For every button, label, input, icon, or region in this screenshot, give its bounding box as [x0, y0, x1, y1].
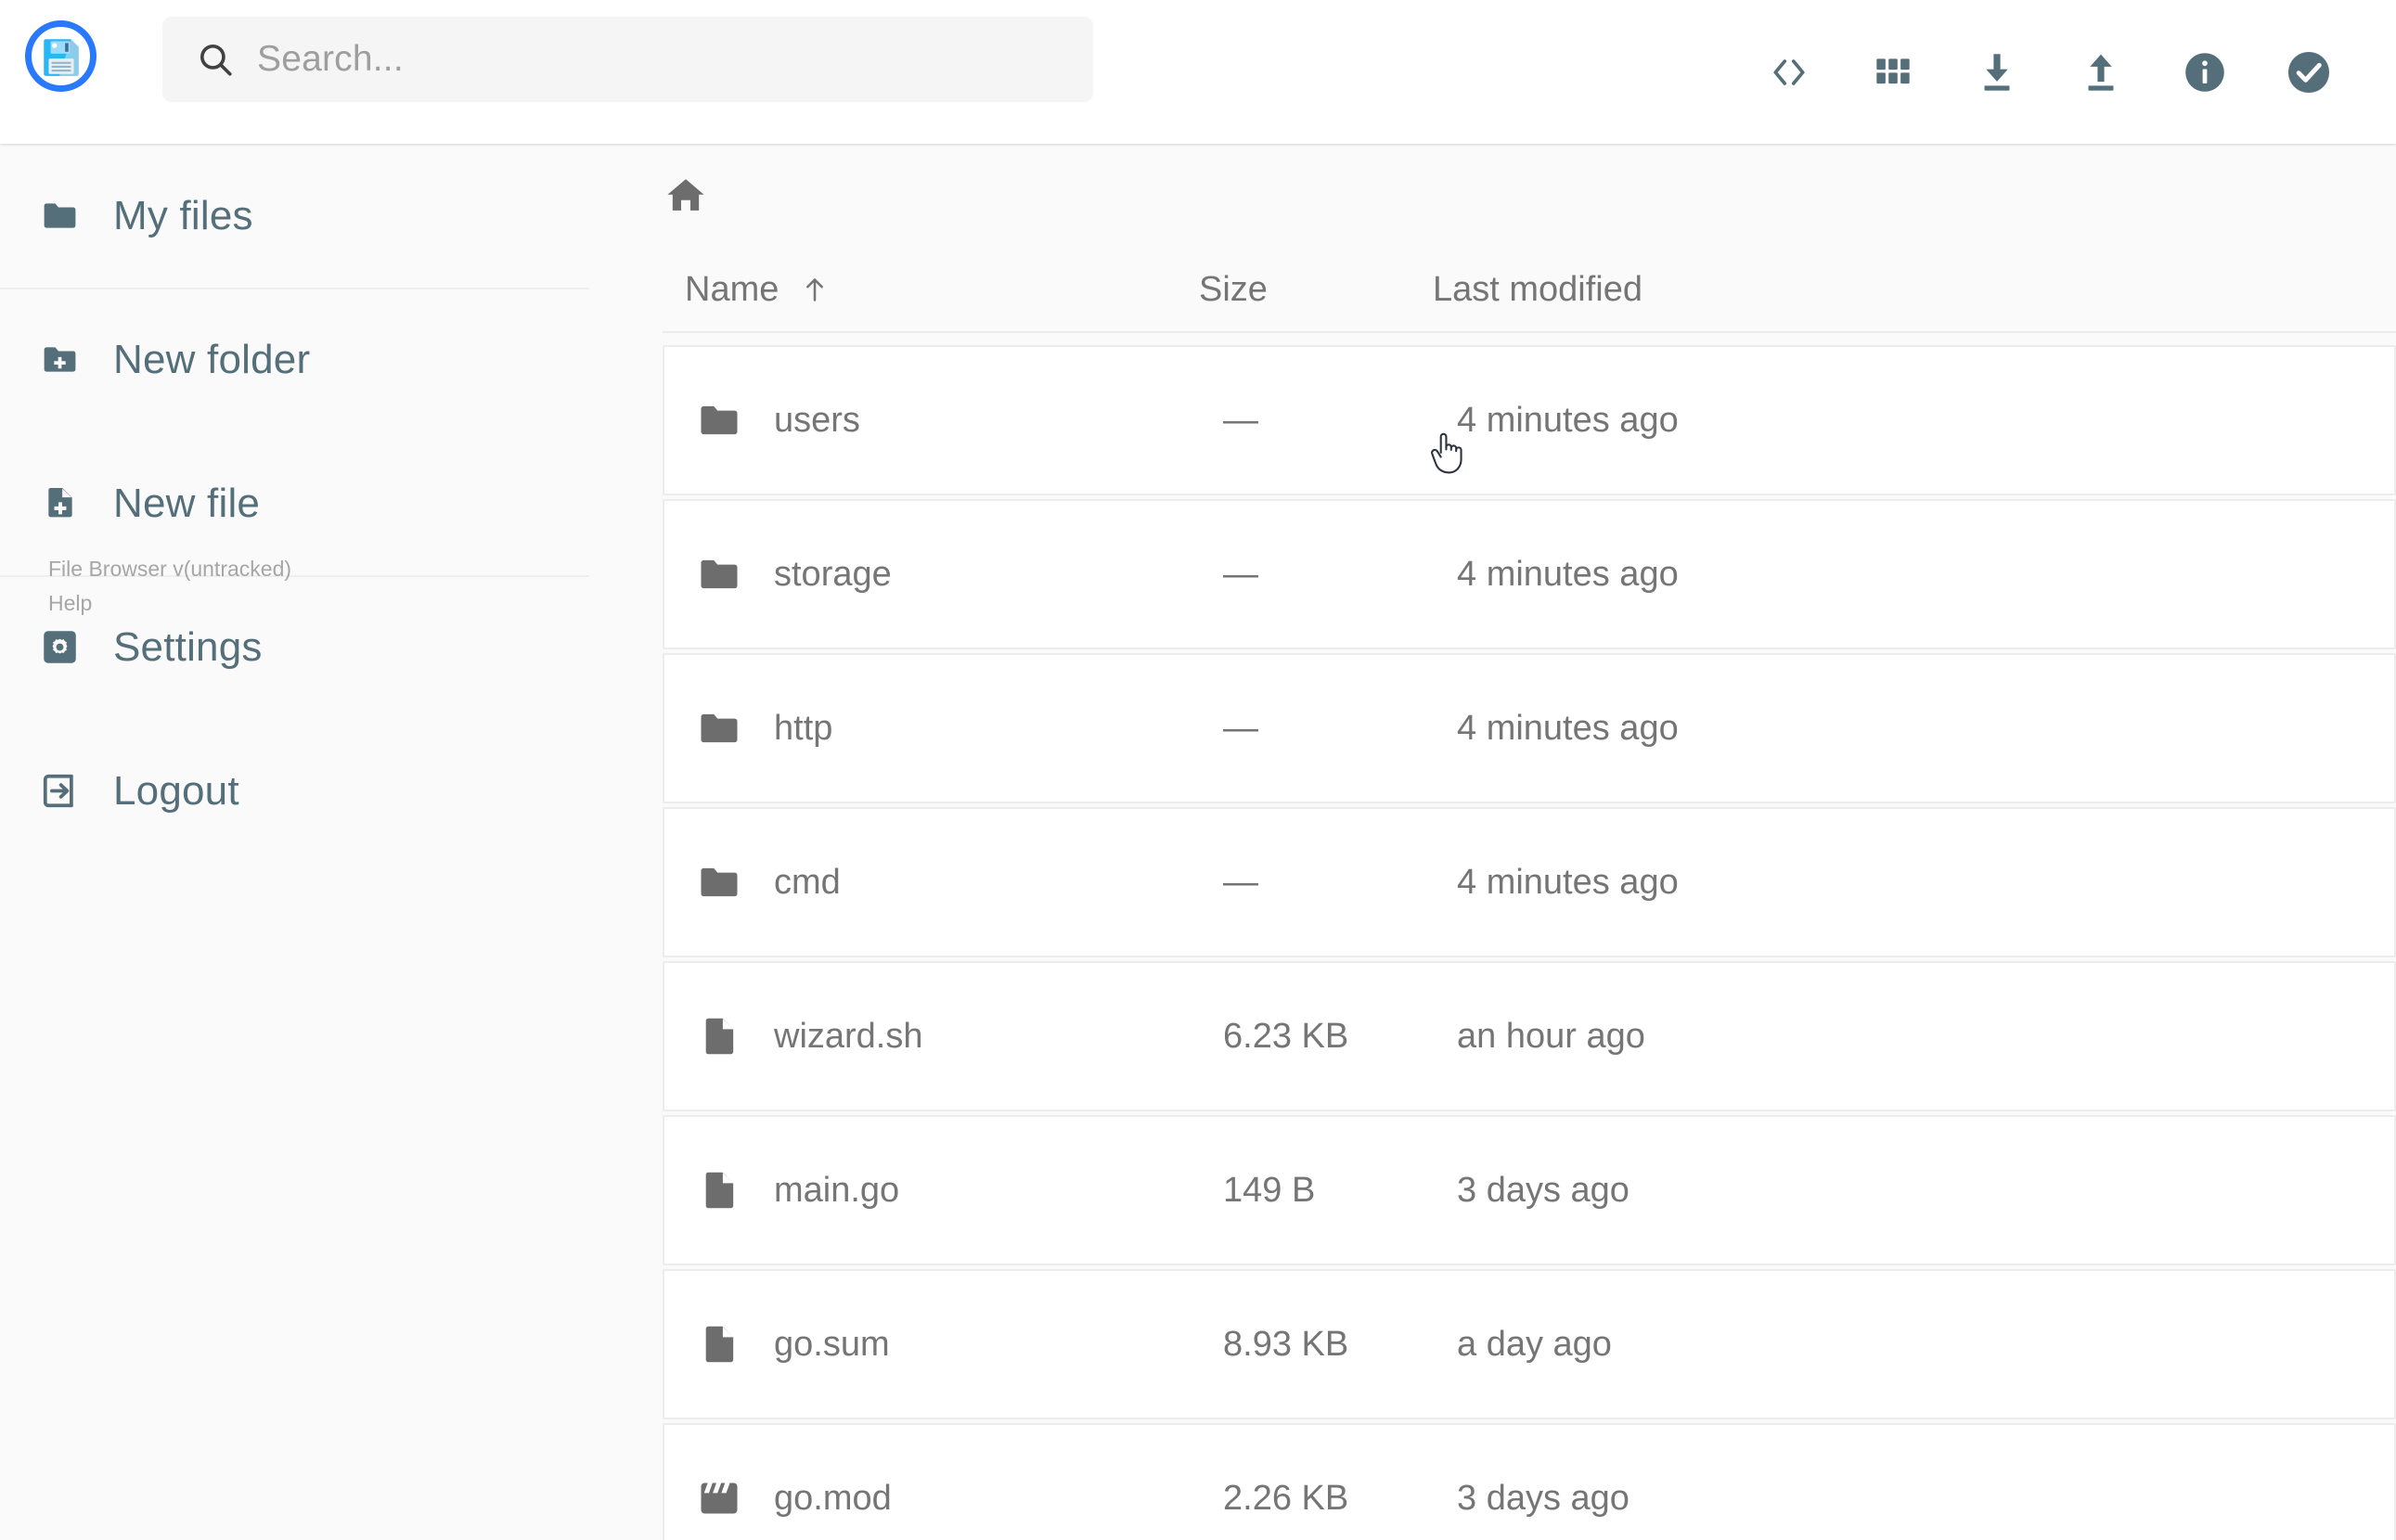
- file-size: 6.23 KB: [1223, 1016, 1349, 1056]
- file-name: main.go: [774, 1170, 900, 1210]
- code-brackets-icon: [1765, 48, 1813, 96]
- file-listing-main: Name Size Last modified users — 4 minutes …: [663, 144, 2396, 1540]
- file-name: go.mod: [774, 1478, 892, 1518]
- help-link[interactable]: Help: [48, 591, 93, 616]
- switch-view-button[interactable]: [1863, 43, 1923, 102]
- select-multiple-button[interactable]: [2279, 43, 2338, 102]
- upload-icon: [2076, 47, 2126, 97]
- file-icon: [664, 1166, 774, 1214]
- folder-icon: [664, 858, 774, 906]
- arrow-up-icon: [799, 274, 831, 305]
- table-row[interactable]: http — 4 minutes ago: [663, 653, 2396, 803]
- check-circle-icon: [2284, 47, 2334, 97]
- info-circle-icon: [2181, 48, 2229, 96]
- folder-icon: [664, 704, 774, 752]
- listing-column-headers: Name Size Last modified: [663, 248, 2396, 333]
- column-header-modified-label: Last modified: [1433, 269, 1643, 309]
- column-header-name[interactable]: Name: [663, 270, 1199, 310]
- file-size: —: [1223, 400, 1258, 440]
- file-name: go.sum: [774, 1324, 890, 1364]
- search-input[interactable]: Search...: [162, 17, 1093, 102]
- download-icon: [1972, 47, 2022, 97]
- table-row[interactable]: storage — 4 minutes ago: [663, 499, 2396, 649]
- file-icon: [664, 1012, 774, 1060]
- file-modified: 4 minutes ago: [1457, 400, 1679, 440]
- table-row[interactable]: wizard.sh 6.23 KB an hour ago: [663, 961, 2396, 1111]
- file-name: storage: [774, 554, 892, 594]
- file-rows-container: users — 4 minutes ago storage — 4 minutes ago…: [663, 345, 2396, 1540]
- file-size: 149 B: [1223, 1170, 1316, 1210]
- gear-icon: [39, 626, 81, 668]
- table-row[interactable]: go.mod 2.26 KB 3 days ago: [663, 1423, 2396, 1540]
- info-button[interactable]: [2175, 43, 2235, 102]
- sidebar-item-my-files[interactable]: My files: [0, 144, 663, 288]
- search-placeholder: Search...: [257, 39, 404, 79]
- folder-plus-icon: [39, 339, 81, 380]
- table-row[interactable]: go.sum 8.93 KB a day ago: [663, 1269, 2396, 1419]
- sidebar-group-files: My files: [0, 144, 663, 288]
- file-modified: 3 days ago: [1457, 1478, 1630, 1518]
- file-icon: [664, 1320, 774, 1368]
- table-row[interactable]: users — 4 minutes ago: [663, 345, 2396, 495]
- sidebar-item-label: New folder: [113, 336, 311, 382]
- search-icon: [196, 40, 235, 79]
- file-modified: a day ago: [1457, 1324, 1612, 1364]
- column-header-size[interactable]: Size: [1199, 270, 1433, 310]
- folder-icon: [39, 195, 81, 237]
- toggle-shell-button[interactable]: [1759, 43, 1819, 102]
- sidebar-item-new-file[interactable]: New file: [0, 431, 663, 575]
- header-toolbar: [1759, 0, 2338, 144]
- file-modified: 4 minutes ago: [1457, 862, 1679, 902]
- file-plus-icon: [39, 482, 81, 524]
- file-size: —: [1223, 862, 1258, 902]
- sidebar-item-new-folder[interactable]: New folder: [0, 288, 663, 431]
- sidebar-item-label: New file: [113, 480, 261, 526]
- file-size: —: [1223, 554, 1258, 594]
- file-name: http: [774, 708, 833, 748]
- column-header-modified[interactable]: Last modified: [1433, 270, 1804, 310]
- home-icon[interactable]: [663, 173, 709, 219]
- file-size: 8.93 KB: [1223, 1324, 1349, 1364]
- sidebar-credits: File Browser v(untracked) Help: [48, 552, 291, 622]
- file-modified: 3 days ago: [1457, 1170, 1630, 1210]
- folder-icon: [664, 550, 774, 598]
- breadcrumb: [663, 144, 2396, 248]
- file-modified: 4 minutes ago: [1457, 708, 1679, 748]
- logout-icon: [39, 770, 81, 812]
- sidebar-group-account: Settings Logout: [0, 575, 663, 863]
- file-name: users: [774, 400, 860, 440]
- sidebar-item-logout[interactable]: Logout: [0, 719, 663, 863]
- app-logo[interactable]: [25, 20, 97, 92]
- column-header-size-label: Size: [1199, 269, 1268, 309]
- file-modified: an hour ago: [1457, 1016, 1645, 1056]
- table-row[interactable]: cmd — 4 minutes ago: [663, 807, 2396, 957]
- file-modified: 4 minutes ago: [1457, 554, 1679, 594]
- version-label: File Browser v(untracked): [48, 557, 292, 581]
- sidebar: My files New folder New file: [0, 144, 663, 1540]
- sidebar-item-label: My files: [113, 192, 253, 238]
- column-header-name-label: Name: [685, 269, 779, 309]
- folder-icon: [664, 396, 774, 444]
- file-size: —: [1223, 708, 1258, 748]
- sidebar-item-label: Settings: [113, 623, 263, 670]
- file-name: wizard.sh: [774, 1016, 923, 1056]
- file-name: cmd: [774, 862, 841, 902]
- clapperboard-icon: [664, 1474, 774, 1522]
- sidebar-item-label: Logout: [113, 767, 239, 814]
- sidebar-item-settings[interactable]: Settings: [0, 575, 663, 719]
- sidebar-group-create: New folder New file: [0, 288, 663, 575]
- file-size: 2.26 KB: [1223, 1478, 1349, 1518]
- download-button[interactable]: [1967, 43, 2027, 102]
- upload-button[interactable]: [2071, 43, 2131, 102]
- grid-view-icon: [1870, 49, 1916, 96]
- floppy-disk-save-icon: [38, 33, 84, 80]
- table-row[interactable]: main.go 149 B 3 days ago: [663, 1115, 2396, 1265]
- app-header: Search...: [0, 0, 2396, 144]
